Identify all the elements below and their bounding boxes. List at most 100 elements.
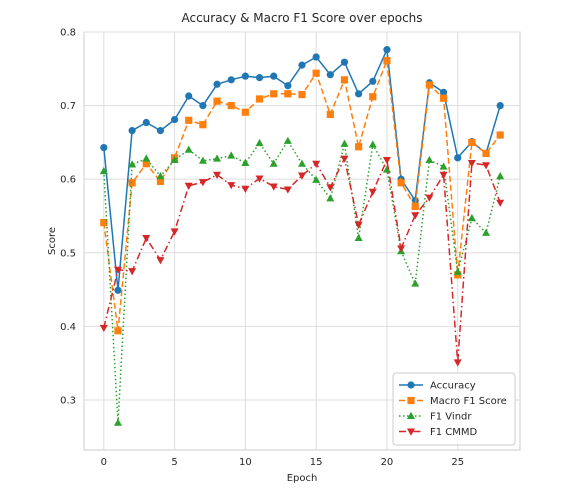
- data-point: [326, 194, 335, 202]
- data-point: [185, 116, 193, 124]
- data-point: [114, 327, 122, 335]
- data-point: [156, 127, 165, 135]
- data-point: [453, 267, 462, 275]
- legend-label: Accuracy: [430, 381, 476, 392]
- data-point: [170, 155, 179, 164]
- data-point: [142, 118, 150, 127]
- data-point: [340, 58, 349, 66]
- data-point: [425, 194, 434, 202]
- data-point: [184, 145, 193, 153]
- data-point: [411, 212, 420, 220]
- ticks: 0 5 10 15 20 25 0.3 0.4 0.5 0.6 0.7 0.8: [60, 28, 464, 469]
- data-point: [298, 172, 306, 180]
- data-point: [453, 359, 462, 367]
- data-point: [439, 162, 448, 170]
- data-point: [411, 202, 419, 211]
- data-point: [128, 127, 136, 135]
- chart-title: Accuracy & Macro F1 Score over epochs: [181, 11, 422, 25]
- x-tick-label: 25: [451, 457, 464, 468]
- data-point: [269, 159, 278, 167]
- data-point: [298, 159, 306, 167]
- data-point: [142, 235, 151, 243]
- data-point: [354, 233, 363, 242]
- legend-label: F1 CMMD: [430, 427, 478, 438]
- data-point: [198, 156, 207, 164]
- data-point: [439, 88, 448, 96]
- data-point: [241, 185, 250, 193]
- legend-marker: [407, 428, 415, 436]
- legend-entry: F1 CMMD: [399, 427, 478, 438]
- data-point: [425, 155, 434, 164]
- data-point: [227, 151, 236, 159]
- y-tick-label: 0.3: [60, 395, 76, 406]
- data-point: [113, 266, 122, 274]
- data-point: [326, 110, 334, 119]
- x-axis-label: Epoch: [287, 473, 318, 484]
- y-tick-label: 0.6: [60, 175, 76, 186]
- data-point: [382, 165, 391, 173]
- data-point: [241, 108, 249, 116]
- data-point: [283, 186, 292, 194]
- data-point: [312, 53, 320, 61]
- data-point: [312, 69, 320, 77]
- data-point: [454, 154, 462, 162]
- legend-entry: Macro F1 Score: [399, 396, 507, 407]
- legend-marker: [407, 411, 415, 419]
- data-point: [241, 158, 250, 166]
- data-point: [369, 93, 377, 101]
- data-point: [326, 184, 335, 192]
- data-point: [142, 154, 151, 162]
- data-point: [270, 72, 278, 80]
- data-point: [142, 160, 150, 168]
- data-point: [241, 72, 249, 80]
- data-point: [397, 179, 405, 187]
- data-point: [467, 213, 476, 222]
- legend-entry: F1 Vindr: [399, 412, 472, 423]
- data-point: [368, 188, 377, 196]
- data-point: [184, 182, 193, 191]
- x-tick-label: 5: [171, 457, 177, 468]
- x-tick-label: 15: [310, 457, 323, 468]
- data-point: [99, 324, 108, 333]
- series-f1-vindr: [99, 136, 505, 426]
- data-point: [198, 179, 207, 187]
- data-point: [439, 171, 448, 179]
- data-point: [439, 94, 448, 102]
- data-point: [113, 418, 122, 426]
- data-point: [213, 97, 221, 105]
- legend-label: F1 Vindr: [430, 412, 472, 423]
- data-point: [185, 92, 193, 100]
- data-point: [354, 221, 363, 230]
- data-point: [284, 90, 292, 98]
- data-point: [269, 183, 278, 191]
- series-f1-cmmd: [99, 155, 505, 367]
- data-point: [298, 90, 306, 99]
- series-accuracy: [100, 46, 504, 294]
- x-tick-label: 0: [101, 457, 107, 468]
- legend-box: [392, 372, 516, 446]
- data-point: [340, 76, 349, 84]
- data-point: [255, 74, 264, 82]
- y-axis-label: Score: [47, 227, 58, 255]
- data-point: [156, 257, 165, 265]
- data-point: [496, 101, 504, 110]
- data-point: [467, 159, 476, 168]
- data-point: [482, 162, 491, 170]
- data-point: [170, 115, 179, 124]
- data-point: [213, 80, 221, 88]
- data-point: [312, 160, 321, 168]
- data-point: [170, 228, 179, 236]
- legend-label: Macro F1 Score: [430, 396, 507, 407]
- data-point: [255, 175, 264, 183]
- data-point: [270, 90, 278, 98]
- data-point: [383, 57, 391, 65]
- data-point: [100, 219, 108, 227]
- data-point: [468, 138, 476, 146]
- data-point: [100, 143, 108, 152]
- data-point: [99, 166, 108, 175]
- data-point: [227, 182, 236, 190]
- data-point: [156, 172, 165, 180]
- series-line: [103, 140, 501, 424]
- data-point: [114, 286, 122, 294]
